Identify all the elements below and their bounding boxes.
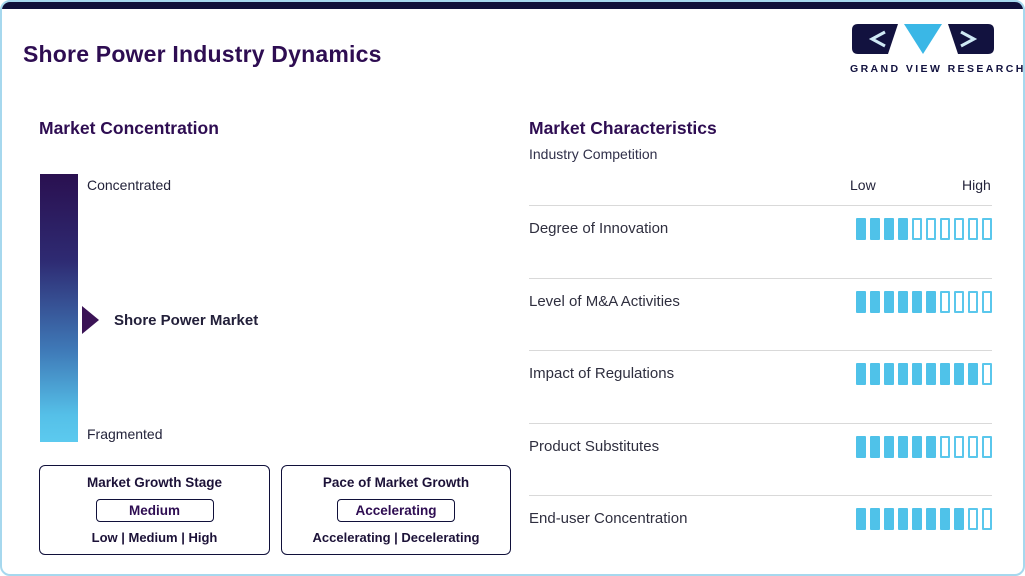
concentration-gradient-bar xyxy=(40,174,78,442)
rating-segment-filled xyxy=(856,218,866,240)
rating-segment-empty xyxy=(968,218,978,240)
rating-segment-filled xyxy=(856,363,866,386)
rating-segment-filled xyxy=(856,508,866,531)
rating-bar xyxy=(856,361,992,387)
rating-bar xyxy=(856,434,992,460)
characteristic-row: Degree of Innovation xyxy=(529,205,992,278)
growth-stage-options: Low | Medium | High xyxy=(91,530,218,545)
market-marker-label: Shore Power Market xyxy=(114,312,259,329)
market-concentration-heading: Market Concentration xyxy=(39,118,219,138)
rating-segment-empty xyxy=(982,508,992,531)
market-marker-icon xyxy=(82,306,99,334)
rating-segment-filled xyxy=(898,290,908,313)
rating-segment-filled xyxy=(912,508,922,531)
industry-competition-subheading: Industry Competition xyxy=(529,146,658,162)
rating-segment-filled xyxy=(870,435,880,458)
rating-segment-filled xyxy=(870,508,880,531)
rating-segment-filled xyxy=(926,508,936,531)
market-characteristics-heading: Market Characteristics xyxy=(529,118,717,138)
high-scale-label: High xyxy=(962,177,991,193)
rating-bar xyxy=(856,216,992,242)
rating-segment-empty xyxy=(982,290,992,313)
rating-segment-filled xyxy=(870,363,880,386)
characteristics-list: Degree of Innovation Level of M&A Activit… xyxy=(529,205,992,568)
rating-segment-empty xyxy=(982,435,992,458)
rating-segment-filled xyxy=(912,363,922,386)
characteristic-row: Product Substitutes xyxy=(529,422,992,496)
rating-segment-filled xyxy=(968,363,978,386)
page-title: Shore Power Industry Dynamics xyxy=(23,41,382,68)
rating-segment-filled xyxy=(884,290,894,313)
rating-segment-filled xyxy=(926,290,936,313)
rating-segment-filled xyxy=(898,435,908,458)
rating-segment-empty xyxy=(982,363,992,386)
rating-segment-filled xyxy=(884,363,894,386)
concentrated-label: Concentrated xyxy=(87,177,172,193)
rating-segment-filled xyxy=(926,435,936,458)
rating-segment-empty xyxy=(968,435,978,458)
rating-segment-filled xyxy=(940,508,950,531)
fragmented-label: Fragmented xyxy=(87,426,163,442)
rating-bar xyxy=(856,289,992,315)
brand-name: GRAND VIEW RESEARCH xyxy=(850,63,1025,75)
rating-bar xyxy=(856,506,992,532)
rating-segment-filled xyxy=(884,508,894,531)
characteristic-label: End-user Concentration xyxy=(529,510,688,528)
rating-segment-empty xyxy=(940,435,950,458)
rating-segment-empty xyxy=(926,218,936,240)
characteristic-label: Degree of Innovation xyxy=(529,220,669,237)
rating-segment-empty xyxy=(954,435,964,458)
rating-segment-filled xyxy=(898,508,908,531)
rating-segment-filled xyxy=(856,290,866,313)
market-growth-pace-box: Pace of Market Growth Accelerating Accel… xyxy=(281,465,511,555)
rating-segment-filled xyxy=(870,290,880,313)
rating-segment-empty xyxy=(968,290,978,313)
brand-logo-icon xyxy=(851,24,994,54)
rating-segment-empty xyxy=(954,218,964,240)
growth-stage-title: Market Growth Stage xyxy=(86,475,223,490)
rating-segment-filled xyxy=(926,363,936,386)
growth-stage-value: Medium xyxy=(95,498,214,522)
rating-segment-filled xyxy=(856,435,866,458)
rating-segment-filled xyxy=(954,508,964,531)
growth-pace-title: Pace of Market Growth xyxy=(322,475,470,490)
low-scale-label: Low xyxy=(850,177,876,193)
rating-segment-filled xyxy=(954,363,964,386)
rating-segment-filled xyxy=(870,218,880,240)
rating-segment-empty xyxy=(940,290,950,313)
characteristic-row: End-user Concentration xyxy=(529,495,992,568)
rating-segment-filled xyxy=(898,218,908,240)
rating-segment-empty xyxy=(940,218,950,240)
growth-pace-value: Accelerating xyxy=(337,498,455,522)
top-accent-bar xyxy=(2,2,1023,9)
growth-pace-options: Accelerating | Decelerating xyxy=(312,530,480,545)
rating-segment-empty xyxy=(968,508,978,531)
rating-segment-filled xyxy=(940,363,950,386)
rating-segment-filled xyxy=(912,290,922,313)
characteristic-row: Level of M&A Activities xyxy=(529,277,992,351)
brand-logo: GRAND VIEW RESEARCH xyxy=(850,24,1025,75)
rating-segment-empty xyxy=(912,218,922,240)
rating-segment-filled xyxy=(884,435,894,458)
rating-segment-empty xyxy=(982,218,992,240)
rating-segment-empty xyxy=(954,290,964,313)
rating-segment-filled xyxy=(884,218,894,240)
characteristic-label: Level of M&A Activities xyxy=(529,292,680,310)
rating-segment-filled xyxy=(898,363,908,386)
rating-segment-filled xyxy=(912,435,922,458)
market-growth-stage-box: Market Growth Stage Medium Low | Medium … xyxy=(39,465,270,555)
characteristic-label: Impact of Regulations xyxy=(529,365,675,383)
characteristic-label: Product Substitutes xyxy=(529,437,660,455)
characteristic-row: Impact of Regulations xyxy=(529,350,992,423)
